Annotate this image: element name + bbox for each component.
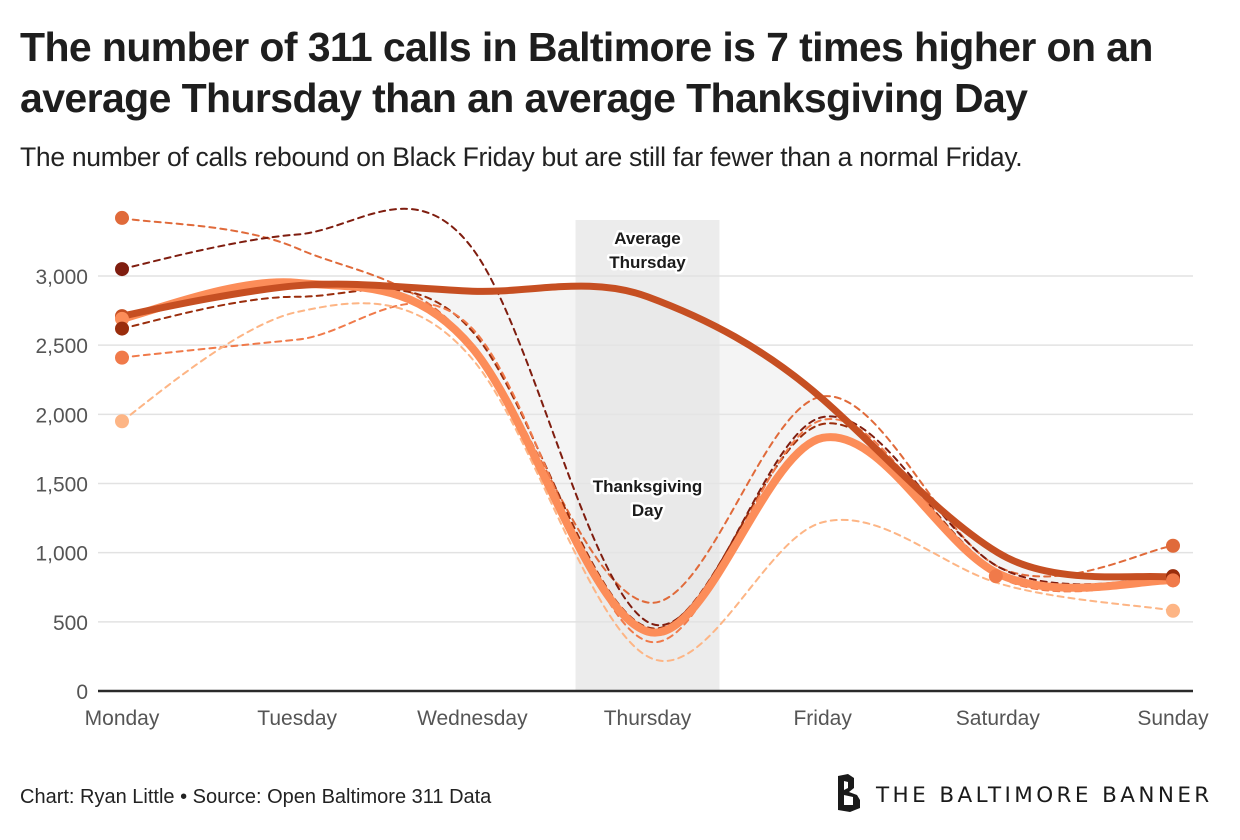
- x-tick-label: Friday: [793, 707, 852, 730]
- line-chart: 0 500 1,000 1,500 2,000 2,500 3,000 Monday Tuesd…: [35, 207, 1209, 730]
- y-tick-label: 2,500: [35, 335, 88, 358]
- y-tick-label: 2,000: [35, 404, 88, 427]
- series-line-thanksgiving-week-d: [121, 302, 1174, 644]
- data-point-thanksgiving-week-e: [115, 414, 129, 429]
- x-tick-label: Tuesday: [257, 707, 337, 730]
- chart-title: The number of 311 calls in Baltimore is …: [20, 24, 1153, 121]
- data-point-thanksgiving-week-d: [115, 350, 129, 365]
- y-tick-label: 1,500: [35, 474, 88, 497]
- chart-credit: Chart: Ryan Little • Source: Open Baltim…: [20, 786, 492, 808]
- difference-area: [122, 282, 1173, 633]
- publisher-logo[interactable]: THE BALTIMORE BANNER: [834, 774, 1213, 817]
- data-point-thanksgiving-week-e: [1166, 603, 1180, 618]
- axes: 0 500 1,000 1,500 2,000 2,500 3,000 Monday Tuesd…: [35, 266, 1209, 730]
- thanksgiving-day-label: Thanksgiving: [593, 477, 703, 496]
- x-tick-label: Wednesday: [417, 707, 528, 730]
- y-tick-label: 1,000: [35, 543, 88, 566]
- series-line-average-week: [118, 280, 1177, 582]
- annotations: Average Thursday Thanksgiving Day: [590, 227, 705, 523]
- x-tick-label: Monday: [85, 707, 160, 730]
- average-thursday-label: Average: [614, 229, 680, 248]
- data-point-thanksgiving-week-d: [988, 569, 1003, 584]
- gridlines: [98, 275, 1193, 623]
- data-point-thanksgiving-week-c: [115, 321, 129, 336]
- data-point-thanksgiving-week-b: [115, 262, 129, 277]
- series-points: [115, 210, 1180, 618]
- chart-subtitle: The number of calls rebound on Black Fri…: [20, 142, 1023, 172]
- series-lines: [118, 207, 1177, 662]
- data-point-thanksgiving-week-d: [1166, 573, 1180, 588]
- difference-fill-layer: [122, 282, 1173, 633]
- series-line-thanksgiving-week-e: [121, 302, 1174, 662]
- y-tick-label: 0: [76, 681, 88, 704]
- series-line-thanksgiving-week-b: [121, 207, 1174, 626]
- baltimore-banner-b-icon: [834, 774, 864, 817]
- average-thursday-label: Thursday: [609, 253, 686, 272]
- x-tick-label: Thursday: [604, 707, 692, 730]
- data-point-thanksgiving-week-a: [115, 210, 129, 225]
- data-point-thanksgiving-week-a: [1166, 538, 1180, 553]
- y-tick-label: 500: [53, 612, 88, 635]
- x-tick-label: Sunday: [1137, 707, 1209, 730]
- x-tick-label: Saturday: [956, 707, 1041, 730]
- y-tick-label: 3,000: [35, 266, 88, 289]
- data-point-thanksgiving-week-average-: [115, 311, 129, 326]
- publisher-name: THE BALTIMORE BANNER: [876, 783, 1213, 808]
- thanksgiving-day-label: Day: [632, 501, 664, 520]
